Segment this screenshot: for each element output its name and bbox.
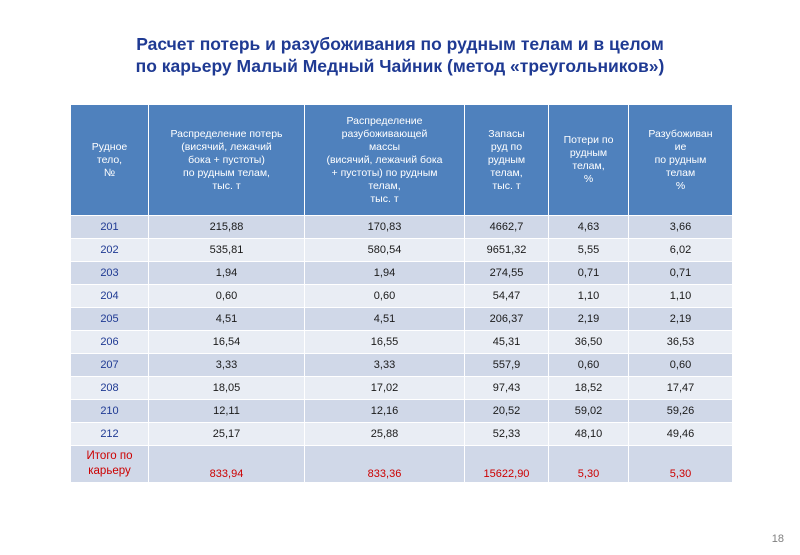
dilution-mass-value: 170,83 — [304, 215, 465, 239]
dilution-mass-value: 3,33 — [304, 353, 465, 377]
losses-value: 535,81 — [148, 238, 305, 262]
reserves-value: 97,43 — [464, 376, 549, 400]
losses-value: 12,11 — [148, 399, 305, 423]
dilution-percent-value: 59,26 — [628, 399, 733, 423]
losses-percent-value: 0,71 — [548, 261, 629, 285]
dilution-percent-value: 17,47 — [628, 376, 733, 400]
losses-dilution-table: Рудное тело, № Распределение потерь (висячи… — [70, 104, 733, 483]
ore-body-id: 202 — [70, 238, 149, 262]
losses-value: 0,60 — [148, 284, 305, 308]
slide-title-line-1: Расчет потерь и разубоживания по рудным … — [136, 34, 664, 54]
ore-body-id: 207 — [70, 353, 149, 377]
ore-body-id: 208 — [70, 376, 149, 400]
reserves-value: 20,52 — [464, 399, 549, 423]
page-number: 18 — [771, 533, 784, 545]
dilution-percent-value: 36,53 — [628, 330, 733, 354]
ore-body-id: 205 — [70, 307, 149, 331]
reserves-value: 9651,32 — [464, 238, 549, 262]
losses-percent-value: 2,19 — [548, 307, 629, 331]
reserves-value: 4662,7 — [464, 215, 549, 239]
ore-body-id: 203 — [70, 261, 149, 285]
losses-value: 3,33 — [148, 353, 305, 377]
total-reserves-value: 15622,90 — [464, 445, 549, 483]
losses-percent-value: 5,55 — [548, 238, 629, 262]
dilution-percent-value: 0,60 — [628, 353, 733, 377]
dilution-mass-value: 580,54 — [304, 238, 465, 262]
ore-body-id: 204 — [70, 284, 149, 308]
slide-title: Расчет потерь и разубоживания по рудным … — [0, 33, 800, 77]
losses-value: 215,88 — [148, 215, 305, 239]
table-row: 205 4,51 4,51 206,37 2,19 2,19 — [70, 307, 733, 331]
reserves-value: 206,37 — [464, 307, 549, 331]
losses-percent-value: 0,60 — [548, 353, 629, 377]
losses-value: 25,17 — [148, 422, 305, 446]
losses-percent-value: 36,50 — [548, 330, 629, 354]
total-losses-value: 833,94 — [148, 445, 305, 483]
dilution-mass-value: 25,88 — [304, 422, 465, 446]
losses-percent-value: 4,63 — [548, 215, 629, 239]
table-row: 203 1,94 1,94 274,55 0,71 0,71 — [70, 261, 733, 285]
ore-body-id: 210 — [70, 399, 149, 423]
table-row: 210 12,11 12,16 20,52 59,02 59,26 — [70, 399, 733, 423]
total-dilution-mass-value: 833,36 — [304, 445, 465, 483]
table-row: 204 0,60 0,60 54,47 1,10 1,10 — [70, 284, 733, 308]
total-label: Итого по карьеру — [70, 445, 149, 483]
dilution-percent-value: 0,71 — [628, 261, 733, 285]
table-row: 207 3,33 3,33 557,9 0,60 0,60 — [70, 353, 733, 377]
slide-title-line-2: по карьеру Малый Медный Чайник (метод «т… — [135, 56, 665, 76]
losses-percent-value: 48,10 — [548, 422, 629, 446]
ore-body-id: 201 — [70, 215, 149, 239]
header-ore-reserves: Запасы руд по рудным телам, тыс. т — [464, 104, 549, 216]
dilution-mass-value: 17,02 — [304, 376, 465, 400]
table-header-row: Рудное тело, № Распределение потерь (висячи… — [70, 104, 733, 216]
header-dilution-percent: Разубоживан ие по рудным телам% — [628, 104, 733, 216]
reserves-value: 557,9 — [464, 353, 549, 377]
total-row: Итого по карьеру 833,94 833,36 15622,90 5… — [70, 445, 733, 483]
table-row: 212 25,17 25,88 52,33 48,10 49,46 — [70, 422, 733, 446]
table-row: 201 215,88 170,83 4662,7 4,63 3,66 — [70, 215, 733, 239]
ore-body-id: 206 — [70, 330, 149, 354]
header-losses-distribution: Распределение потерь (висячий, лежачий бок… — [148, 104, 305, 216]
dilution-mass-value: 12,16 — [304, 399, 465, 423]
header-dilution-distribution: Распределение разубоживающей массы (висячий… — [304, 104, 465, 216]
losses-percent-value: 18,52 — [548, 376, 629, 400]
reserves-value: 274,55 — [464, 261, 549, 285]
losses-value: 1,94 — [148, 261, 305, 285]
reserves-value: 52,33 — [464, 422, 549, 446]
reserves-value: 54,47 — [464, 284, 549, 308]
ore-body-id: 212 — [70, 422, 149, 446]
reserves-value: 45,31 — [464, 330, 549, 354]
total-losses-percent-value: 5,30 — [548, 445, 629, 483]
dilution-mass-value: 0,60 — [304, 284, 465, 308]
table-row: 208 18,05 17,02 97,43 18,52 17,47 — [70, 376, 733, 400]
losses-value: 18,05 — [148, 376, 305, 400]
dilution-mass-value: 1,94 — [304, 261, 465, 285]
header-losses-percent: Потери по рудным телам,% — [548, 104, 629, 216]
table-row: 206 16,54 16,55 45,31 36,50 36,53 — [70, 330, 733, 354]
dilution-percent-value: 49,46 — [628, 422, 733, 446]
losses-value: 4,51 — [148, 307, 305, 331]
dilution-mass-value: 16,55 — [304, 330, 465, 354]
dilution-percent-value: 1,10 — [628, 284, 733, 308]
losses-percent-value: 1,10 — [548, 284, 629, 308]
dilution-percent-value: 6,02 — [628, 238, 733, 262]
table-row: 202 535,81 580,54 9651,32 5,55 6,02 — [70, 238, 733, 262]
total-dilution-percent-value: 5,30 — [628, 445, 733, 483]
losses-percent-value: 59,02 — [548, 399, 629, 423]
dilution-percent-value: 3,66 — [628, 215, 733, 239]
header-ore-body: Рудное тело, № — [70, 104, 149, 216]
dilution-percent-value: 2,19 — [628, 307, 733, 331]
losses-value: 16,54 — [148, 330, 305, 354]
dilution-mass-value: 4,51 — [304, 307, 465, 331]
